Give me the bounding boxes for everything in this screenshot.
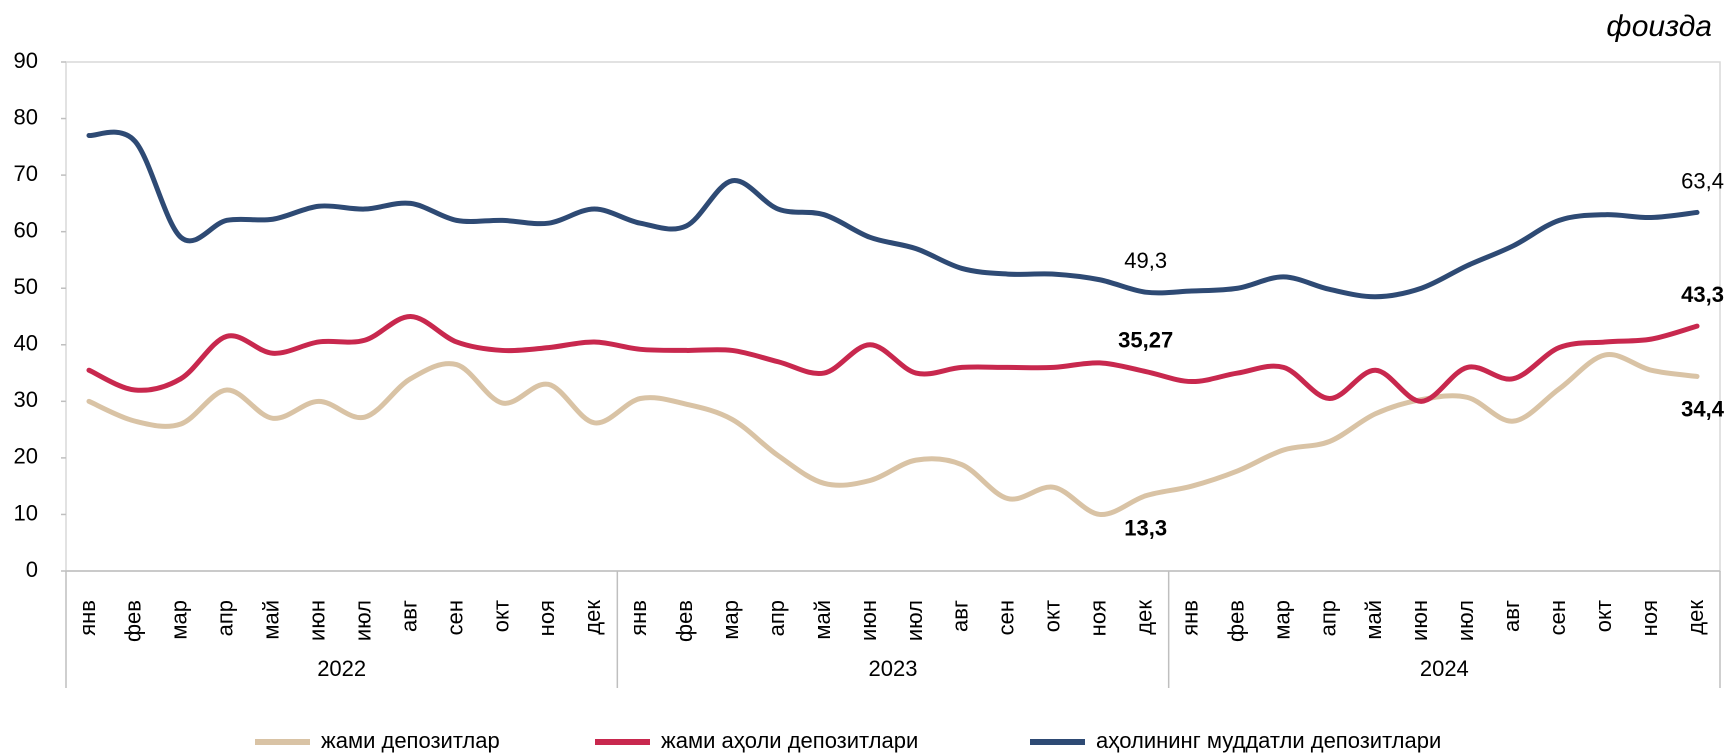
y-tick-label: 80 [14,104,38,129]
x-tick-label: май [259,600,284,640]
x-tick-label: авг [396,600,421,632]
x-tick-label: мар [1269,600,1294,640]
x-tick-label: июл [902,600,927,641]
y-tick-label: 20 [14,444,38,469]
y-tick-label: 10 [14,500,38,525]
x-tick-label: апр [764,600,789,636]
group-label: 2024 [1420,656,1469,681]
x-tick-label: мар [718,600,743,640]
x-tick-label: окт [1040,600,1065,632]
group-label: 2022 [317,656,366,681]
plot-frame [65,61,1721,572]
y-tick-label: 60 [14,217,38,242]
y-tick-label: 30 [14,387,38,412]
x-tick-label: ноя [1086,600,1111,636]
x-tick-label: авг [948,600,973,632]
y-tick-label: 50 [14,274,38,299]
y-tick-label: 70 [14,161,38,186]
x-tick-label: май [1361,600,1386,640]
x-tick-label: окт [488,600,513,632]
legend-label: жами депозитлар [321,728,500,753]
y-tick-label: 40 [14,331,38,356]
x-tick-label: июн [856,600,881,641]
x-tick-label: июн [1407,600,1432,641]
y-tick-label: 90 [14,48,38,73]
data-label: 13,3 [1124,516,1167,541]
x-tick-label: сен [1545,600,1570,635]
x-tick-label: сен [442,600,467,635]
x-tick-label: фев [121,600,146,642]
x-tick-label: июн [305,600,330,641]
x-tick-label: фев [672,600,697,642]
data-label: 43,3 [1681,282,1724,307]
y-tick-label: 0 [26,557,38,582]
x-tick-label: июл [350,600,375,641]
data-label: 34,4 [1681,396,1725,421]
unit-label: фоизда [1606,10,1712,43]
x-tick-label: окт [1591,600,1616,632]
x-tick-label: авг [1499,600,1524,632]
data-label: 35,27 [1118,327,1173,352]
x-tick-label: июл [1453,600,1478,641]
x-tick-label: дек [1132,600,1157,635]
line-series [86,129,1700,300]
group-label: 2023 [869,656,918,681]
data-label: 49,3 [1124,248,1167,273]
x-tick-label: сен [994,600,1019,635]
x-tick-label: дек [580,600,605,635]
x-tick-label: апр [213,600,238,636]
line-series [86,313,1700,404]
legend-label: аҳолининг муддатли депозитлари [1096,728,1441,753]
x-tick-label: янв [626,600,651,636]
x-tick-label: фев [1223,600,1248,642]
legend-label: жами аҳоли депозитлари [661,728,918,753]
x-tick-label: апр [1315,600,1340,636]
x-tick-label: май [810,600,835,640]
x-tick-label: дек [1683,600,1708,635]
line-series [86,352,1700,517]
x-tick-label: мар [167,600,192,640]
x-tick-label: янв [1177,600,1202,636]
x-tick-label: янв [75,600,100,636]
x-tick-label: ноя [1637,600,1662,636]
data-label: 63,4 [1681,168,1724,193]
x-tick-label: ноя [534,600,559,636]
